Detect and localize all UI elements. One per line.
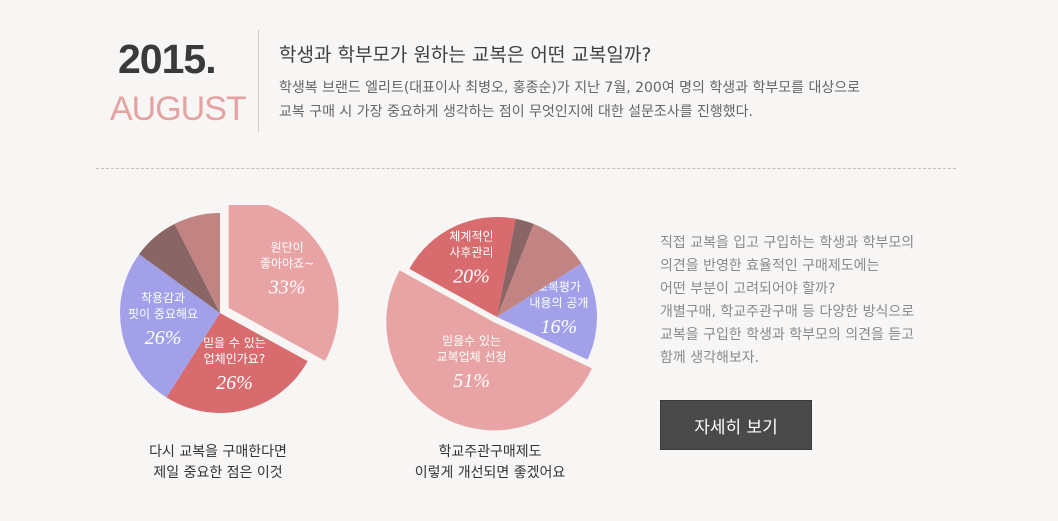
slice-label: 내용의 공개 xyxy=(529,296,588,310)
chart-caption: 다시 교복을 구매한다면 제일 중요한 점은 이것 xyxy=(108,442,328,484)
slice-value: 26% xyxy=(216,372,253,394)
description-line: 교복 구매 시 가장 중요하게 생각하는 점이 무엇인지에 대한 설문조사를 진… xyxy=(279,104,753,120)
details-button[interactable]: 자세히 보기 xyxy=(660,400,812,450)
caption-line: 이렇게 개선되면 좋겠어요 xyxy=(414,465,566,481)
side-line: 교복을 구입한 학생과 학부모의 의견을 듣고 xyxy=(660,327,915,343)
slice-label: 핏이 중요해요 xyxy=(128,307,198,321)
divider xyxy=(258,30,259,132)
slice-value: 16% xyxy=(541,316,578,338)
side-line: 함께 생각해보자. xyxy=(660,350,760,366)
slice-label: 원단이 xyxy=(271,240,304,254)
side-line: 어떤 부분이 고려되어야 할까? xyxy=(660,281,836,297)
pie-slice xyxy=(497,218,534,317)
side-line: 직접 교복을 입고 구입하는 학생과 학부모의 xyxy=(660,235,915,251)
pie-slice xyxy=(386,270,592,431)
chart-caption: 학교주관구매제도 이렇게 개선되면 좋겠어요 xyxy=(380,442,600,484)
side-line: 의견을 반영한 효율적인 구매제도에는 xyxy=(660,258,880,274)
page-title: 학생과 학부모가 원하는 교복은 어떤 교복일까? xyxy=(279,44,652,66)
year-label: 2015. xyxy=(118,36,217,82)
slice-value: 20% xyxy=(453,266,490,288)
caption-line: 학교주관구매제도 xyxy=(438,444,542,460)
pie-slice xyxy=(228,205,339,361)
slice-label: 교복업체 선정 xyxy=(437,350,507,364)
pie-slice xyxy=(409,217,516,317)
description: 학생복 브랜드 엘리트(대표이사 최병오, 홍종순)가 지난 7월, 200여 … xyxy=(279,76,959,124)
slice-label: 믿을수 있는 xyxy=(442,334,501,348)
caption-line: 다시 교복을 구매한다면 xyxy=(149,444,287,460)
caption-line: 제일 중요한 점은 이것 xyxy=(153,465,283,481)
side-description: 직접 교복을 입고 구입하는 학생과 학부모의 의견을 반영한 효율적인 구매제… xyxy=(660,232,960,370)
slice-value: 26% xyxy=(145,327,182,349)
pie-slice xyxy=(497,224,582,317)
slice-value: 51% xyxy=(453,370,490,392)
slice-label: 사후관리 xyxy=(449,246,493,260)
pie-slice xyxy=(166,313,308,413)
pie-slice xyxy=(174,213,220,313)
slice-value: 33% xyxy=(268,276,306,298)
pie-slice xyxy=(497,263,597,360)
dashed-separator xyxy=(96,168,956,169)
pie-slice xyxy=(119,254,220,398)
side-line: 개별구매, 학교주관구매 등 다양한 방식으로 xyxy=(660,304,915,320)
description-line: 학생복 브랜드 엘리트(대표이사 최병오, 홍종순)가 지난 7월, 200여 … xyxy=(279,80,860,96)
month-label: AUGUST xyxy=(110,90,247,128)
slice-label: 좋아야죠~ xyxy=(260,256,314,270)
slice-label: 착용감과 xyxy=(141,291,185,305)
slice-label: 체계적인 xyxy=(449,230,493,244)
slice-label: 업체인가요? xyxy=(204,352,266,366)
pie-slice xyxy=(139,223,220,313)
slice-label: 믿을 수 있는 xyxy=(203,336,266,350)
